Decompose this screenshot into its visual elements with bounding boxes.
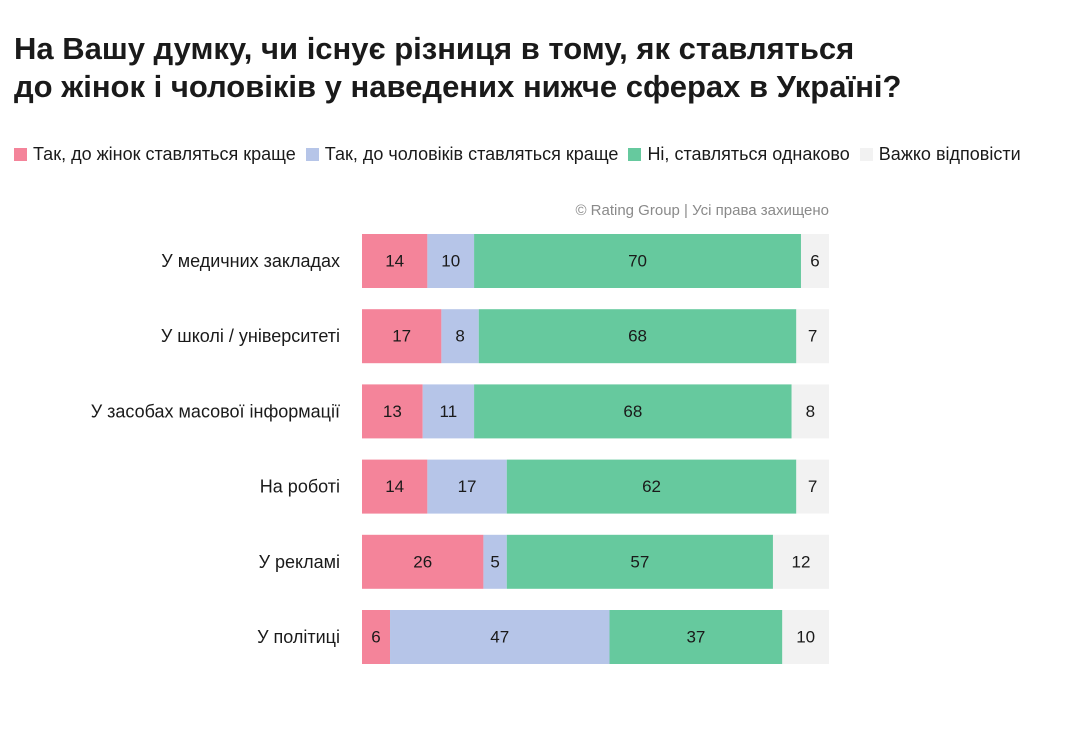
- category-label: У школі / університеті: [161, 326, 340, 346]
- legend-label-women-better: Так, до жінок ставляться краще: [33, 143, 296, 164]
- bar-segment: [609, 610, 783, 664]
- bar-segment: [791, 384, 829, 439]
- bar-segment: [362, 234, 428, 288]
- bar-segment: [782, 610, 829, 664]
- value-label: 10: [796, 628, 815, 647]
- bar-segment: [441, 309, 479, 364]
- legend-label-men-better: Так, до чоловіків ставляться краще: [324, 143, 619, 164]
- category-label: У політиці: [257, 627, 340, 647]
- value-label: 68: [623, 402, 642, 421]
- value-label: 5: [490, 552, 499, 571]
- bar-segment: [362, 309, 442, 364]
- bar-segment: [506, 534, 773, 589]
- legend: Так, до жінок ставляться краще Так, до ч…: [14, 142, 1080, 166]
- value-label: 70: [628, 252, 647, 271]
- value-label: 13: [383, 402, 402, 421]
- legend-swatch-equal: [628, 147, 642, 161]
- legend-item-equal: Ні, ставляться однаково: [628, 143, 850, 165]
- bar-segment: [800, 234, 829, 288]
- legend-label-equal: Ні, ставляться однаково: [647, 143, 850, 164]
- category-label: У засобах масової інформації: [91, 401, 340, 421]
- value-label: 57: [630, 552, 649, 571]
- bar-row: У політиці 6 47 37 10: [257, 610, 829, 664]
- bar-segment: [422, 384, 475, 439]
- bar-segment: [362, 384, 423, 439]
- value-label: 7: [808, 327, 817, 346]
- bar-segment: [362, 459, 428, 514]
- category-label: На роботі: [260, 477, 340, 497]
- copyright-note: © Rating Group | Усі права захищено: [575, 202, 829, 219]
- bar-row: На роботі 14 17 62 7: [260, 459, 829, 514]
- category-label: У медичних закладах: [161, 251, 340, 271]
- bar-row: У медичних закладах 14 10 70 6: [161, 234, 829, 288]
- legend-swatch-women-better: [14, 147, 27, 161]
- bar-segment: [506, 459, 797, 514]
- value-label: 62: [642, 477, 661, 496]
- value-label: 37: [686, 628, 705, 647]
- value-label: 68: [628, 327, 647, 346]
- bar-segment: [390, 610, 610, 664]
- legend-item-women-better: Так, до жінок ставляться краще: [14, 144, 296, 165]
- value-label: 8: [455, 327, 464, 346]
- chart-title: На Вашу думку, чи існує різниця в тому, …: [14, 30, 1014, 106]
- bar-segment: [483, 534, 507, 589]
- value-label: 11: [440, 402, 458, 421]
- bar-segment: [427, 459, 507, 514]
- value-label: 26: [413, 552, 432, 571]
- value-label: 47: [490, 628, 509, 647]
- bar-row: У школі / університеті 17 8 68 7: [161, 309, 829, 364]
- bar-row: У засобах масової інформації 13 11 68 8: [91, 384, 829, 439]
- bar-segment: [474, 234, 801, 288]
- value-label: 7: [808, 477, 817, 496]
- bar-segment: [796, 459, 829, 514]
- bar-segment: [474, 384, 792, 439]
- legend-item-hard-to-say: Важко відповісти: [859, 143, 1021, 165]
- legend-swatch-men-better: [305, 147, 319, 161]
- value-label: 8: [806, 402, 815, 421]
- chart-title-line-1: На Вашу думку, чи існує різниця в тому, …: [14, 31, 855, 66]
- value-label: 10: [441, 252, 460, 271]
- bar-segment: [796, 309, 829, 364]
- value-label: 6: [371, 628, 380, 647]
- category-label: У рекламі: [259, 552, 340, 572]
- bar-segment: [772, 534, 829, 589]
- legend-item-men-better: Так, до чоловіків ставляться краще: [305, 143, 619, 165]
- bar-row: У рекламі 26 5 57 12: [259, 534, 829, 589]
- value-label: 17: [392, 327, 411, 346]
- value-label: 14: [385, 252, 404, 271]
- value-label: 14: [385, 477, 404, 496]
- bar-segment: [362, 610, 391, 664]
- legend-label-hard-to-say: Важко відповісти: [878, 143, 1021, 164]
- value-label: 17: [458, 477, 477, 496]
- bar-segment: [478, 309, 797, 364]
- bar-segment: [362, 534, 484, 589]
- bar-segment: [427, 234, 475, 288]
- legend-swatch-hard-to-say: [859, 147, 873, 161]
- value-label: 6: [810, 252, 819, 271]
- value-label: 12: [792, 552, 811, 571]
- chart-title-line-2: до жінок і чоловіків у наведених нижче с…: [14, 69, 902, 104]
